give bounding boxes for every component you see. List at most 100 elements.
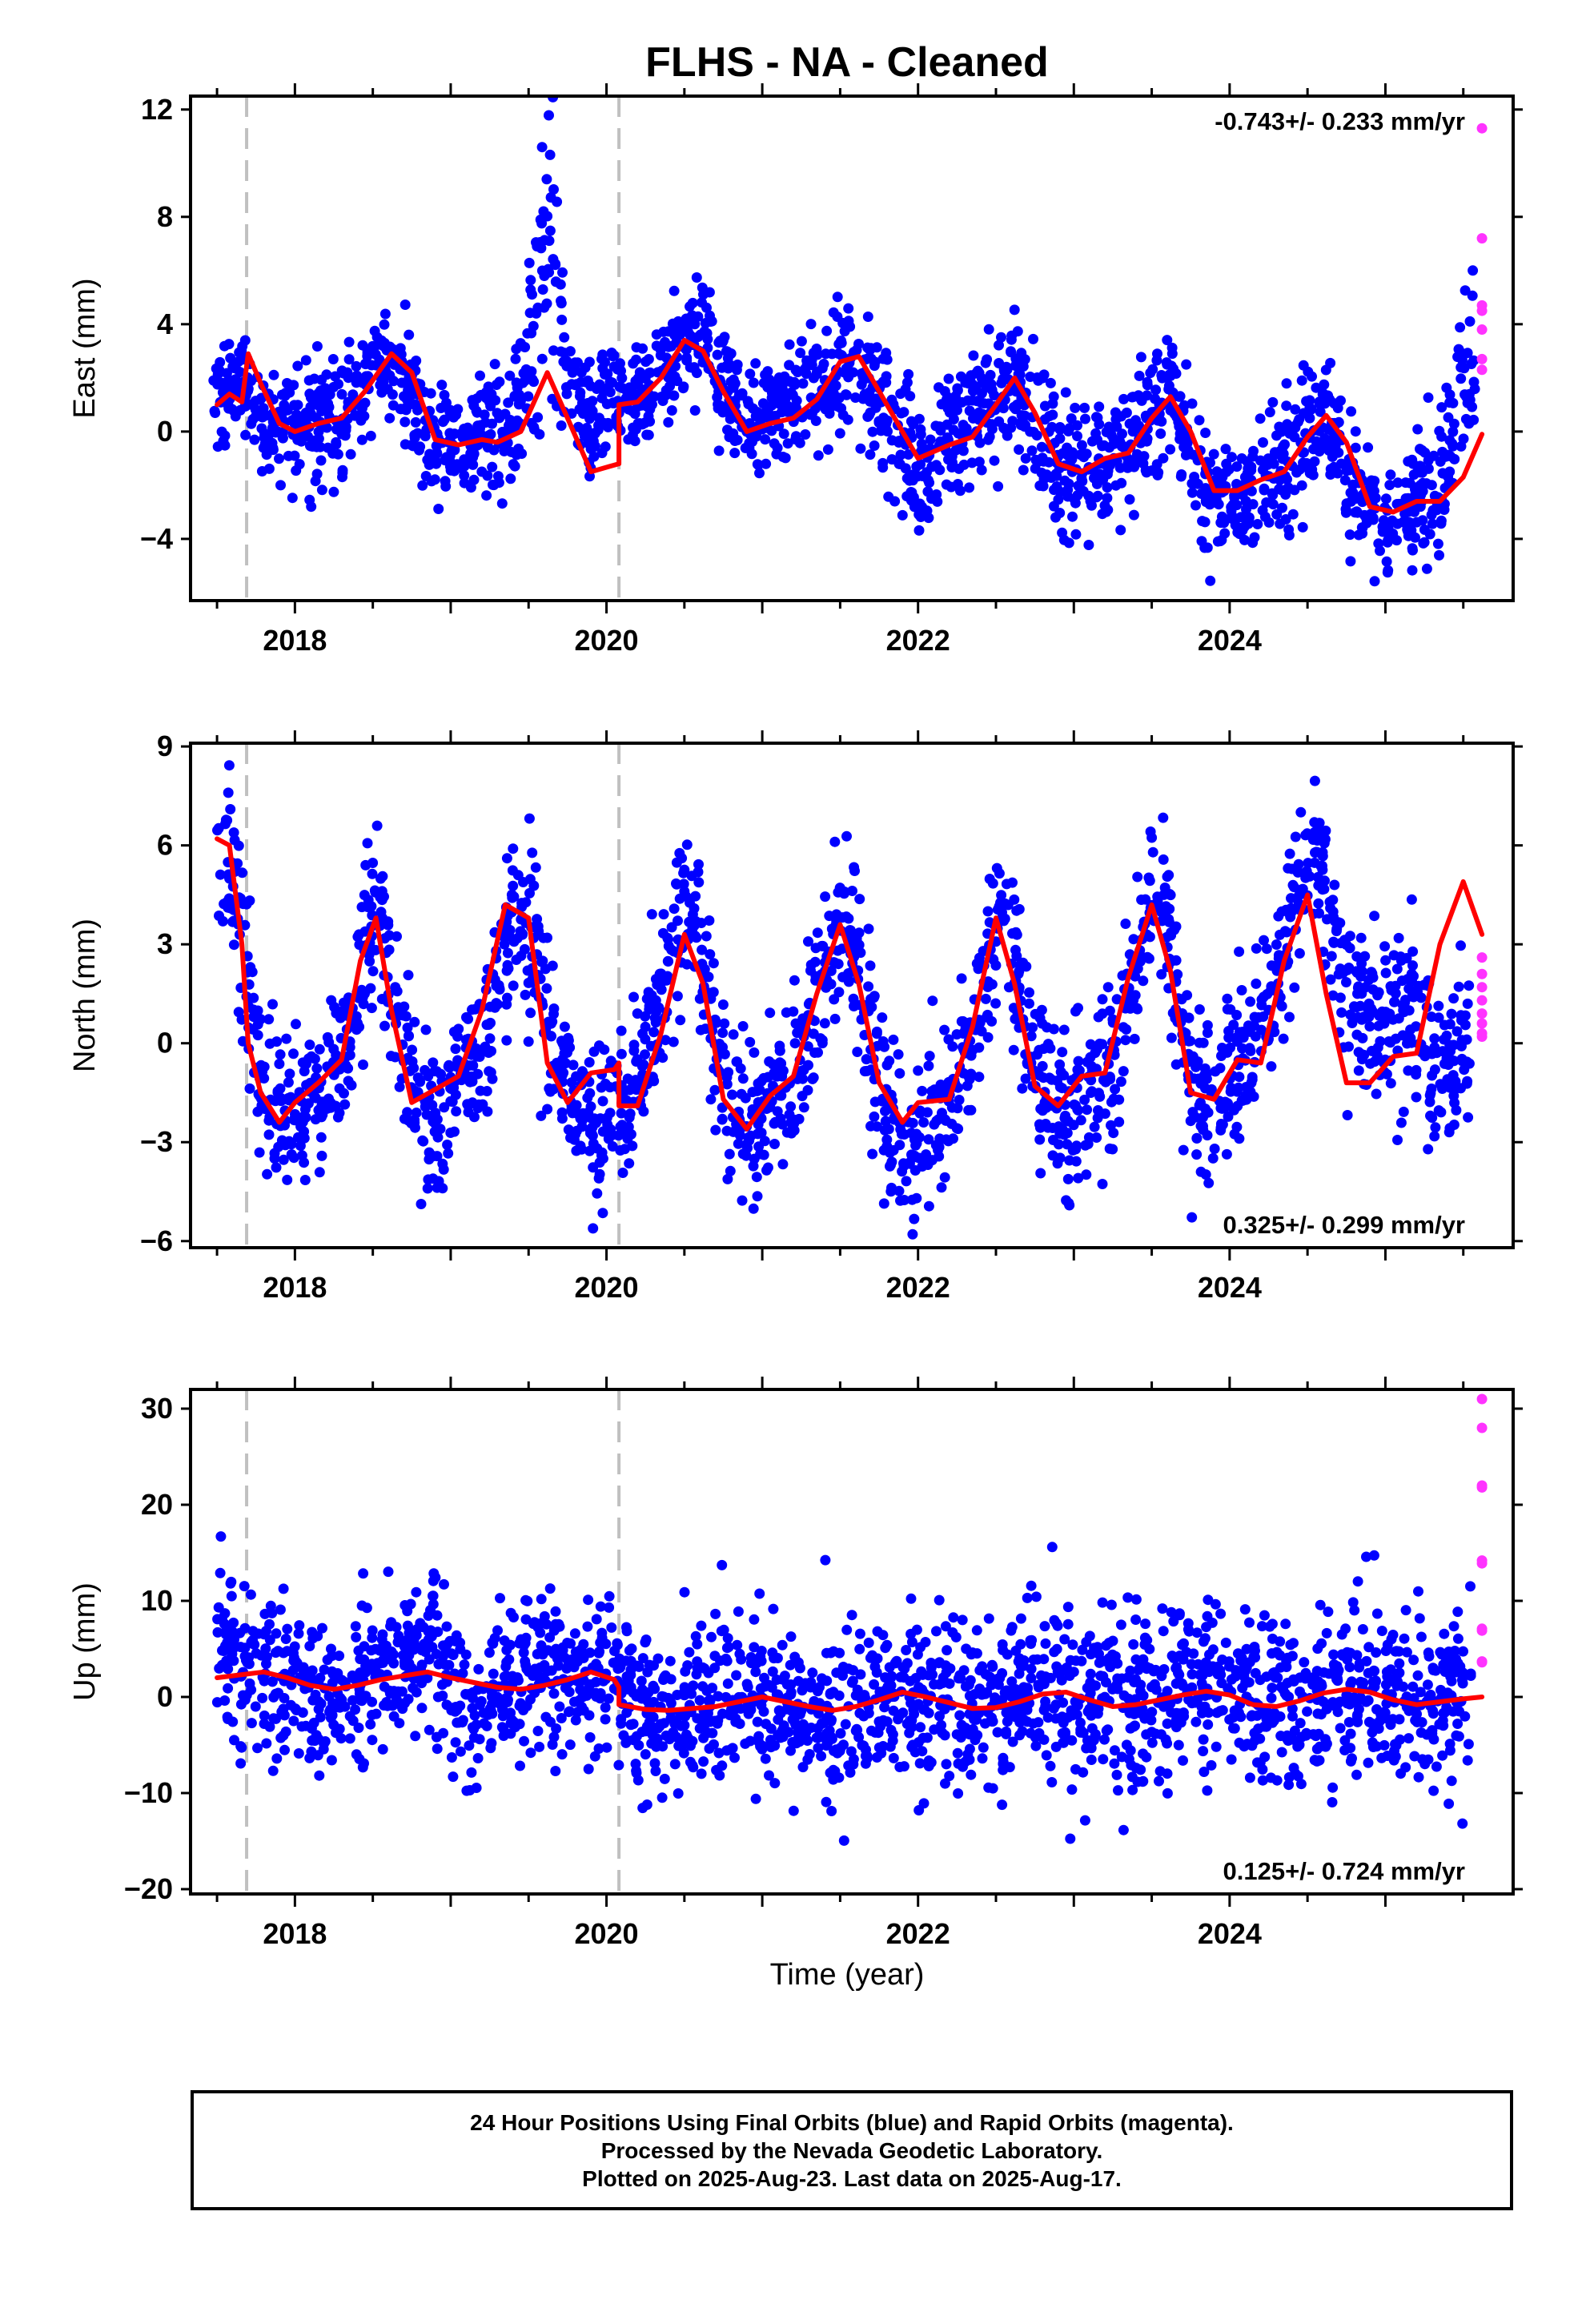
final-orbit-point xyxy=(724,1148,735,1160)
final-orbit-point xyxy=(710,1124,721,1136)
final-orbit-point xyxy=(501,853,512,864)
final-orbit-point xyxy=(1026,445,1038,456)
final-orbit-point xyxy=(901,472,913,484)
final-orbit-point xyxy=(1345,556,1356,567)
final-orbit-point xyxy=(1142,376,1153,388)
final-orbit-point xyxy=(524,874,536,885)
final-orbit-point xyxy=(1370,493,1381,504)
final-orbit-point xyxy=(943,454,954,465)
final-orbit-point xyxy=(362,348,373,359)
final-orbit-point xyxy=(616,1048,627,1059)
final-orbit-point xyxy=(446,1752,457,1763)
final-orbit-point xyxy=(694,993,705,1004)
final-orbit-point xyxy=(486,1738,497,1749)
final-orbit-point xyxy=(223,787,234,798)
final-orbit-point xyxy=(569,1628,580,1639)
final-orbit-point xyxy=(1217,1119,1228,1130)
final-orbit-point xyxy=(463,1107,474,1118)
final-orbit-point xyxy=(909,1152,920,1163)
final-orbit-point xyxy=(900,463,911,474)
final-orbit-point xyxy=(929,1119,940,1130)
final-orbit-point xyxy=(219,1695,231,1706)
final-orbit-point xyxy=(737,1021,749,1031)
final-orbit-point xyxy=(500,1661,512,1672)
final-orbit-point xyxy=(1283,862,1294,874)
final-orbit-point xyxy=(1276,1001,1287,1011)
final-orbit-point xyxy=(1194,1100,1205,1111)
final-orbit-point xyxy=(481,1720,492,1731)
final-orbit-point xyxy=(1313,898,1324,909)
final-orbit-point xyxy=(561,1663,572,1674)
final-orbit-point xyxy=(1207,1152,1219,1164)
final-orbit-point xyxy=(936,1182,947,1193)
final-orbit-point xyxy=(336,1695,347,1706)
final-orbit-point xyxy=(640,1011,651,1022)
final-orbit-point xyxy=(508,891,520,903)
final-orbit-point xyxy=(386,1617,397,1628)
final-orbit-point xyxy=(1309,456,1320,467)
x-tick-label: 2022 xyxy=(886,624,950,657)
final-orbit-point xyxy=(1198,1037,1209,1048)
rapid-orbit-point xyxy=(1476,1031,1488,1042)
final-orbit-point xyxy=(871,342,882,353)
final-orbit-point xyxy=(1099,1108,1110,1120)
final-orbit-point xyxy=(391,986,403,997)
final-orbit-point xyxy=(501,1035,512,1046)
final-orbit-point xyxy=(1379,1018,1390,1029)
final-orbit-point xyxy=(923,475,934,486)
final-orbit-point xyxy=(450,1043,461,1055)
final-orbit-point xyxy=(1115,1076,1126,1088)
final-orbit-point xyxy=(1097,994,1108,1005)
final-orbit-point xyxy=(1448,993,1460,1004)
final-orbit-point xyxy=(1319,875,1330,887)
final-orbit-point xyxy=(939,1024,950,1035)
final-orbit-point xyxy=(548,345,559,356)
final-orbit-point xyxy=(594,1168,605,1180)
final-orbit-point xyxy=(805,965,816,976)
final-orbit-point xyxy=(631,342,642,353)
final-orbit-point xyxy=(407,389,418,400)
final-orbit-point xyxy=(534,428,545,440)
final-orbit-point xyxy=(1054,433,1066,444)
final-orbit-point xyxy=(996,890,1007,901)
final-orbit-point xyxy=(432,1066,443,1077)
final-orbit-point xyxy=(1344,529,1355,541)
final-orbit-point xyxy=(894,1068,905,1079)
final-orbit-point xyxy=(503,397,514,408)
final-orbit-point xyxy=(1456,1015,1467,1026)
final-orbit-point xyxy=(1246,1077,1257,1088)
final-orbit-point xyxy=(550,276,561,287)
final-orbit-point xyxy=(269,1153,280,1164)
final-orbit-point xyxy=(789,1038,801,1049)
final-orbit-point xyxy=(744,443,755,454)
final-orbit-point xyxy=(1014,369,1026,380)
final-orbit-point xyxy=(388,1658,400,1669)
final-orbit-point xyxy=(1115,525,1126,536)
final-orbit-point xyxy=(263,463,275,474)
final-orbit-point xyxy=(274,453,284,464)
final-orbit-point xyxy=(1134,420,1145,432)
final-orbit-point xyxy=(547,960,558,971)
final-orbit-point xyxy=(607,397,618,408)
final-orbit-point xyxy=(1314,396,1325,408)
final-orbit-point xyxy=(391,931,402,942)
final-orbit-point xyxy=(438,1727,449,1739)
final-orbit-point xyxy=(331,439,342,450)
final-orbit-point xyxy=(1322,914,1332,925)
final-orbit-point xyxy=(1158,854,1169,865)
final-orbit-point xyxy=(931,489,942,500)
final-orbit-point xyxy=(756,1076,767,1087)
final-orbit-point xyxy=(436,380,448,391)
final-orbit-point xyxy=(582,1684,593,1695)
final-orbit-point xyxy=(360,1691,371,1702)
final-orbit-point xyxy=(1369,576,1380,587)
final-orbit-point xyxy=(889,496,901,507)
final-orbit-point xyxy=(1451,1104,1462,1116)
final-orbit-point xyxy=(268,1691,279,1703)
final-orbit-point xyxy=(530,862,541,873)
final-orbit-point xyxy=(1341,977,1351,987)
final-orbit-point xyxy=(660,1035,671,1046)
final-orbit-point xyxy=(824,408,835,419)
final-orbit-point xyxy=(1011,951,1022,962)
final-orbit-point xyxy=(1423,392,1434,403)
